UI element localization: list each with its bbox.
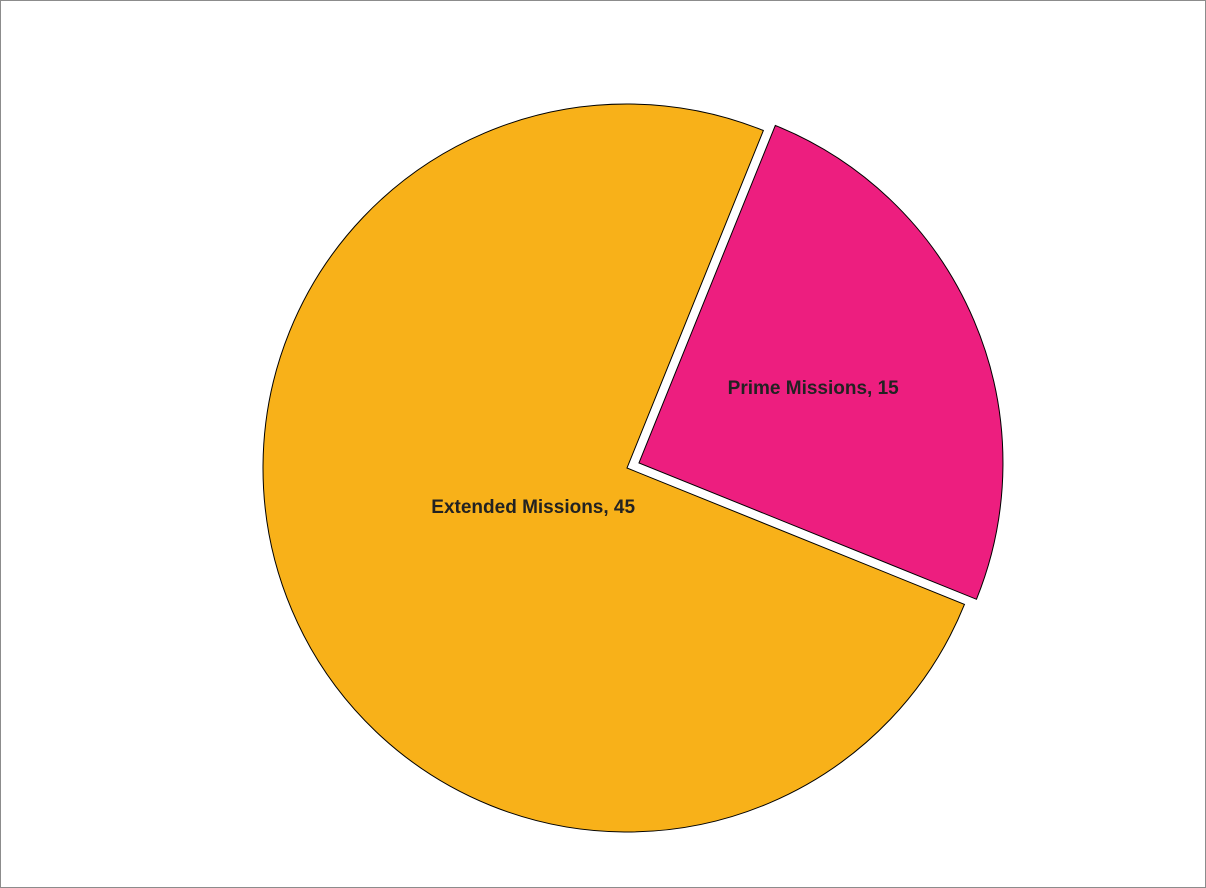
pie-slice-extended-missions [262,103,966,833]
pie-labels: Extended Missions, 45 Prime Missions, 15 [431,378,899,518]
pie-slices [262,103,1004,833]
data-label-extended-missions: Extended Missions, 45 [431,497,635,518]
pie-slice-prime-missions [638,124,1004,600]
data-label-prime-missions: Prime Missions, 15 [728,378,900,399]
